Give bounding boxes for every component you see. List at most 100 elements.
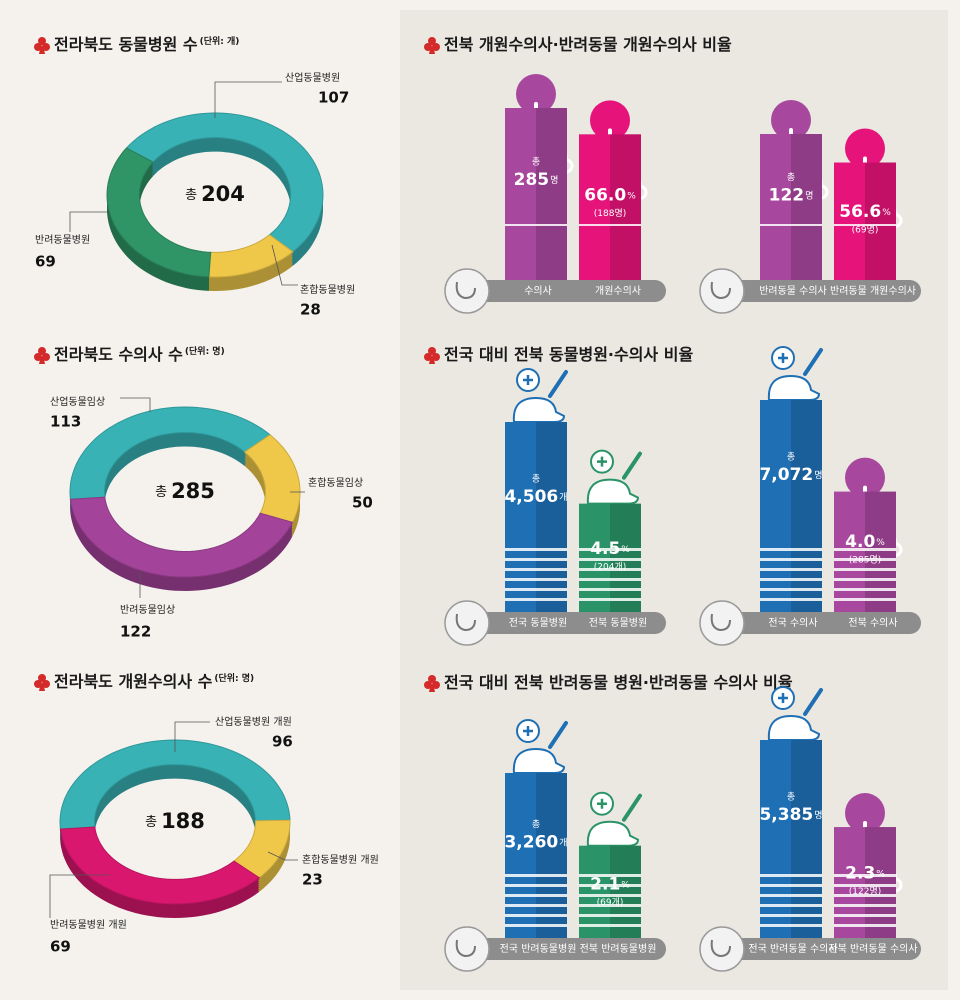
value-label: 56.6%: [839, 202, 891, 222]
club-leaf: [428, 37, 436, 45]
bar-label: 전국 반려동물 수의사: [748, 943, 837, 955]
bar-stripe: [834, 548, 896, 551]
club-stem: [39, 357, 45, 364]
dog-head: [767, 714, 821, 741]
club-leaf: [428, 347, 436, 355]
club-icon: [424, 675, 440, 692]
club-leaf: [424, 681, 432, 689]
club-leaf: [42, 353, 50, 361]
dog-icon: [512, 719, 568, 774]
club-icon: [424, 37, 440, 54]
bar-stripe: [834, 558, 896, 561]
value-unit: %: [621, 880, 630, 890]
category-label: 산업동물병원: [285, 71, 340, 84]
value-number: 3,260: [504, 832, 558, 852]
title-unit: (단위: 명): [214, 672, 254, 684]
value-label: 50: [352, 494, 373, 512]
pill-icon: [699, 926, 745, 972]
bar-stripe: [579, 558, 641, 561]
bar-stripe: [505, 894, 567, 897]
count-label: (285명): [849, 555, 881, 566]
club-leaf: [38, 347, 46, 355]
bar: [579, 503, 641, 612]
steth-head: [590, 100, 630, 141]
syringe: [622, 451, 642, 480]
total: 총 285: [155, 479, 215, 503]
bar: [760, 134, 822, 280]
club-icon: [34, 347, 50, 364]
bar-stripe: [834, 578, 896, 581]
value-number: 5,385: [759, 805, 813, 825]
bar: [834, 827, 896, 938]
value-label: 2.1%: [590, 874, 630, 894]
bar-shade: [865, 162, 896, 280]
category-label: 혼합동물병원: [300, 283, 355, 296]
bar-stripe: [505, 598, 567, 601]
bar-label: 전국 수의사: [768, 617, 817, 629]
club-leaf: [428, 675, 436, 683]
value-label: 69: [50, 938, 71, 956]
dog-head: [586, 478, 640, 505]
club-leaf: [432, 353, 440, 361]
value-number: 66.0: [584, 186, 626, 206]
segment: [69, 496, 294, 578]
count-label: (122명): [849, 886, 881, 897]
bar-stripe: [579, 598, 641, 601]
steth-head: [516, 74, 556, 114]
syringe: [803, 688, 823, 716]
title-text: 전라북도 수의사 수: [54, 345, 183, 364]
club-leaf: [424, 43, 432, 51]
bar-shade: [536, 108, 567, 280]
section-title: 전라북도 동물병원 수 (단위: 개): [54, 35, 239, 54]
value-prefix: 총: [532, 157, 540, 168]
value-unit: %: [876, 538, 885, 548]
steth-head: [771, 100, 811, 140]
count-label: (69개): [597, 897, 624, 908]
bar-stripe: [579, 548, 641, 551]
bar-label: 전북 반려동물 수의사: [828, 943, 917, 955]
club-icon: [34, 37, 50, 54]
count-label: (188명): [594, 208, 626, 219]
club-stem: [429, 685, 435, 692]
steth-head: [845, 128, 885, 169]
club-stem: [429, 357, 435, 364]
bar: [834, 491, 896, 612]
club-leaf: [38, 674, 46, 682]
club-leaf: [424, 353, 432, 361]
bar-stripe: [505, 224, 567, 226]
bar-stripe: [834, 874, 896, 877]
value-label: 4.0%: [845, 532, 885, 552]
pill-icon-glyph: [710, 939, 731, 958]
bar-stripe: [505, 548, 567, 551]
value-label: 69: [35, 253, 56, 271]
value-unit: 명: [814, 470, 822, 481]
bar-shade: [536, 422, 567, 612]
bar-stripe: [579, 914, 641, 917]
total-value: 188: [161, 809, 205, 833]
total: 총 204: [185, 182, 245, 206]
bar-shade: [865, 491, 896, 612]
value-label: 66.0%: [584, 186, 636, 206]
value-unit: %: [627, 191, 636, 201]
bar-stripe: [834, 904, 896, 907]
bar-stripe: [505, 588, 567, 591]
syringe: [548, 370, 568, 398]
category-label: 혼합동물임상: [308, 476, 363, 489]
plus: [597, 456, 607, 467]
count-label: (69명): [852, 224, 879, 235]
bar-stripe: [760, 894, 822, 897]
value-number: 4,506: [504, 487, 558, 507]
leader-line: [69, 211, 110, 232]
section-title: 전북 개원수의사·반려동물 개원수의사 비율: [444, 35, 732, 54]
bar-shade: [865, 827, 896, 938]
value-unit: %: [621, 545, 630, 555]
value-label: 285명: [514, 170, 559, 190]
value-unit: 명: [805, 190, 813, 201]
pill-icon: [444, 600, 490, 646]
pill-icon-glyph: [455, 939, 476, 958]
total-prefix: 총: [155, 485, 167, 500]
label-pill: [460, 280, 666, 302]
value-unit: %: [882, 207, 891, 217]
club-leaf: [432, 681, 440, 689]
